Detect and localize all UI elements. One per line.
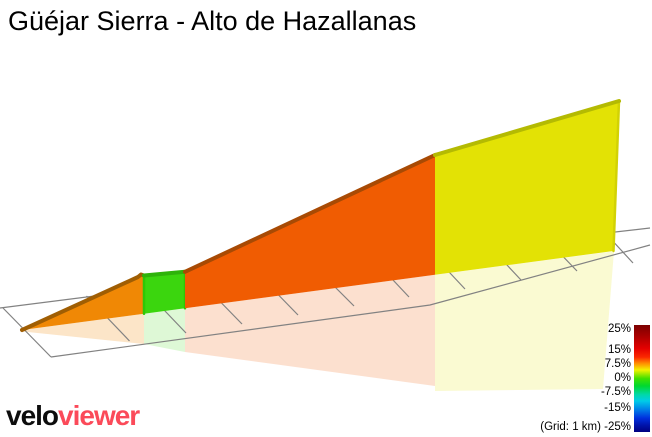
- page-title: Güéjar Sierra - Alto de Hazallanas: [8, 6, 417, 36]
- ground-grid-line: [2, 307, 52, 358]
- route-ground-shadow: [435, 251, 614, 391]
- route-ground-shadow: [144, 308, 185, 352]
- logo-viewer-text: viewer: [58, 400, 140, 431]
- wall-segment-yellow-edge: [612, 99, 621, 253]
- ground-grid-line: [50, 244, 651, 358]
- wall-segment-yellow-crest: [433, 99, 621, 157]
- wall-segment-green: [144, 271, 185, 314]
- gradient-legend-bar: [634, 325, 650, 432]
- wall-segment-orangered-crest: [183, 153, 437, 274]
- route-ground-shadow: [22, 313, 144, 344]
- wall-segment-orangered: [185, 155, 435, 309]
- veloviewer-logo: veloviewer: [6, 400, 140, 432]
- wall-segment-green-crest: [142, 269, 187, 278]
- wall-segment-yellow: [435, 101, 619, 275]
- logo-velo-text: velo: [6, 400, 59, 431]
- route-ground-shadow: [185, 274, 435, 386]
